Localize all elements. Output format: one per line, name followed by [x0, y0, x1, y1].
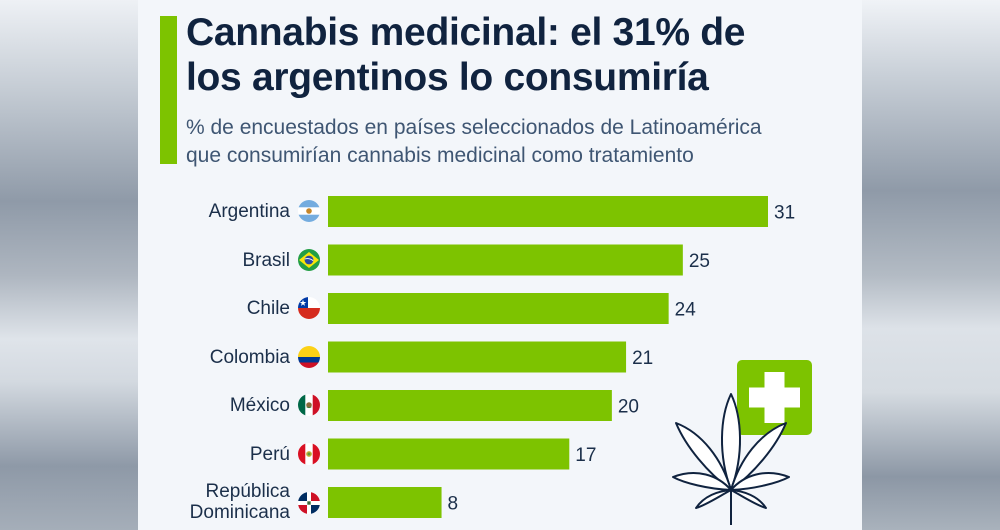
flag-colombia-icon — [298, 346, 320, 368]
flag-peru-icon — [298, 443, 320, 465]
blurred-background-left — [0, 0, 138, 530]
blurred-background-right — [862, 0, 1000, 530]
title-accent-bar — [160, 16, 177, 164]
subtitle-line-2: que consumirían cannabis medicinal como … — [186, 144, 694, 167]
title-line-2: los argentinos lo consumiría — [186, 56, 709, 99]
flag-argentina-icon — [298, 200, 320, 222]
flag-mexico-icon — [298, 394, 320, 416]
category-label-colombia: Colombia — [209, 347, 290, 368]
value-label: 31 — [774, 203, 795, 224]
category-label-chile: Chile — [246, 298, 290, 319]
cannabis-leaf-icon — [672, 393, 790, 525]
illustration — [672, 360, 812, 525]
bar-república-dominicana — [328, 487, 442, 518]
value-label: 21 — [632, 348, 653, 369]
chart-subtitle: % de encuestados en países seleccionados… — [186, 114, 856, 170]
category-label-argentina: Argentina — [208, 201, 290, 222]
value-label: 8 — [448, 494, 459, 515]
flag-dominican-republic-icon — [298, 492, 320, 514]
category-label-mexico: México — [229, 395, 290, 416]
title-line-1: Cannabis medicinal: el 31% de — [186, 11, 746, 54]
bar-chile — [328, 293, 669, 324]
subtitle-line-1: % de encuestados en países seleccionados… — [186, 116, 762, 139]
category-label-brasil: Brasil — [242, 250, 290, 271]
category-label-peru: Perú — [249, 444, 290, 465]
value-label: 17 — [575, 445, 596, 466]
bar-méxico — [328, 390, 612, 421]
value-label: 25 — [689, 251, 710, 272]
bar-brasil — [328, 244, 683, 276]
flag-chile-icon — [298, 297, 320, 319]
bar-perú — [328, 438, 570, 470]
value-label: 20 — [618, 397, 639, 418]
category-label-republica-dominicana: República Dominicana — [189, 481, 290, 523]
medical-cross-icon — [737, 360, 812, 435]
chart-title: Cannabis medicinal: el 31% de los argent… — [186, 10, 846, 100]
bar-argentina — [328, 196, 768, 227]
bar-series — [328, 196, 768, 518]
bar-colombia — [328, 341, 627, 373]
value-label-series: 31 25 24 21 20 17 8 — [448, 203, 796, 515]
flag-brazil-icon — [298, 249, 320, 271]
value-label: 24 — [675, 300, 697, 321]
